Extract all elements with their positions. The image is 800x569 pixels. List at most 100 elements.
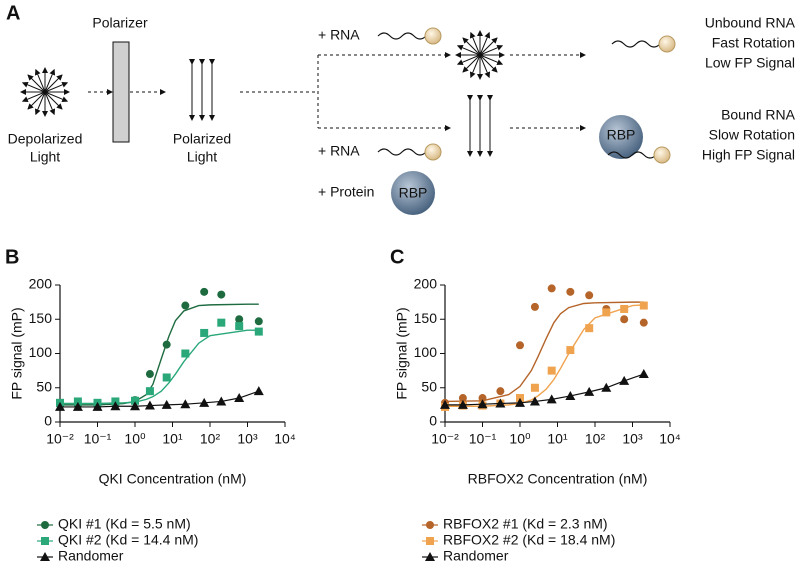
point (547, 284, 556, 293)
outcome: Unbound RNA (705, 15, 796, 31)
legend-label: Randomer (58, 548, 124, 564)
point (254, 327, 263, 336)
point (254, 317, 263, 326)
point (180, 399, 191, 409)
polarizer-label: Polarizer (92, 15, 148, 31)
light-ray (44, 81, 69, 93)
point (477, 399, 488, 409)
x-tick-label: 10² (200, 431, 221, 447)
point (72, 401, 83, 411)
x-axis-label: QKI Concentration (nM) (99, 471, 247, 487)
point (144, 400, 155, 410)
point (200, 328, 209, 337)
x-tick-label: 10² (585, 431, 606, 447)
light-ray (456, 44, 481, 56)
point (601, 382, 612, 392)
point (73, 397, 82, 406)
legend-marker (426, 537, 434, 545)
x-tick-label: 10⁰ (509, 431, 531, 447)
y-tick-label: 100 (29, 344, 53, 360)
light-ray (479, 54, 498, 73)
point (566, 346, 575, 355)
rna (377, 32, 427, 40)
point (440, 399, 450, 409)
y-tick-label: 50 (421, 378, 437, 394)
rna-bead (653, 146, 671, 164)
y-axis-label: FP signal (mP) (9, 307, 25, 399)
light-ray (469, 54, 481, 79)
x-tick-label: 10⁻¹ (469, 431, 497, 447)
point (235, 322, 244, 331)
fit-curve (60, 329, 259, 405)
point (619, 375, 630, 385)
outcome: Fast Rotation (712, 35, 795, 51)
legend-marker (40, 552, 50, 561)
light-ray (44, 91, 63, 110)
rbp-label: RBP (399, 185, 428, 201)
outcome: High FP Signal (702, 147, 795, 163)
point (496, 387, 505, 396)
rbp-label: RBP (607, 127, 636, 143)
legend-label: RBFOX2 #1 (Kd = 2.3 nM) (443, 516, 608, 532)
y-axis-label: FP signal (mP) (394, 307, 410, 399)
point (620, 315, 629, 324)
light-ray (21, 81, 46, 93)
light-ray (21, 91, 46, 103)
point (530, 302, 539, 311)
point (585, 291, 594, 300)
point (110, 401, 121, 411)
y-tick-label: 0 (429, 413, 437, 429)
x-tick-label: 10⁴ (659, 431, 681, 447)
point (235, 315, 244, 324)
source-label: Light (30, 149, 60, 165)
y-tick-label: 0 (44, 413, 52, 429)
y-tick-label: 150 (414, 310, 438, 326)
rna-label: + RNA (318, 27, 360, 43)
point (458, 394, 467, 403)
point (130, 401, 140, 411)
rna-bead (424, 27, 442, 45)
point (639, 318, 648, 327)
point (566, 287, 575, 296)
legend-label: RBFOX2 #2 (Kd = 18.4 nM) (443, 532, 615, 548)
point (530, 383, 539, 392)
legend-marker (425, 552, 435, 561)
point (478, 394, 487, 403)
point (55, 401, 65, 411)
point (92, 401, 103, 411)
rna (607, 151, 657, 159)
point (546, 394, 557, 404)
legend-marker (426, 521, 434, 529)
point (584, 386, 595, 396)
x-tick-label: 10¹ (162, 431, 183, 447)
rna (377, 148, 427, 156)
point (585, 324, 594, 333)
light-ray (479, 54, 491, 79)
point (145, 387, 154, 396)
fit-curve (444, 301, 644, 403)
panel-label: A (6, 2, 20, 24)
point (516, 341, 524, 350)
point (515, 397, 525, 407)
panel-label: B (5, 246, 19, 268)
legend-marker (41, 537, 49, 545)
x-tick-label: 10⁻² (431, 431, 459, 447)
point (217, 290, 226, 299)
point (638, 369, 649, 379)
x-tick-label: 10⁴ (274, 431, 296, 447)
outcome: Low FP Signal (705, 55, 795, 71)
point (565, 390, 576, 400)
outcome: Bound RNA (721, 107, 796, 123)
light-ray (479, 44, 504, 56)
light-ray (479, 37, 498, 56)
light-ray (462, 54, 481, 73)
point (199, 397, 210, 407)
point (131, 396, 139, 405)
fit-curve (445, 304, 644, 407)
point (162, 373, 171, 382)
rbp (391, 171, 435, 215)
light-ray (479, 31, 491, 56)
rbp (599, 115, 643, 159)
light-ray (462, 37, 481, 56)
